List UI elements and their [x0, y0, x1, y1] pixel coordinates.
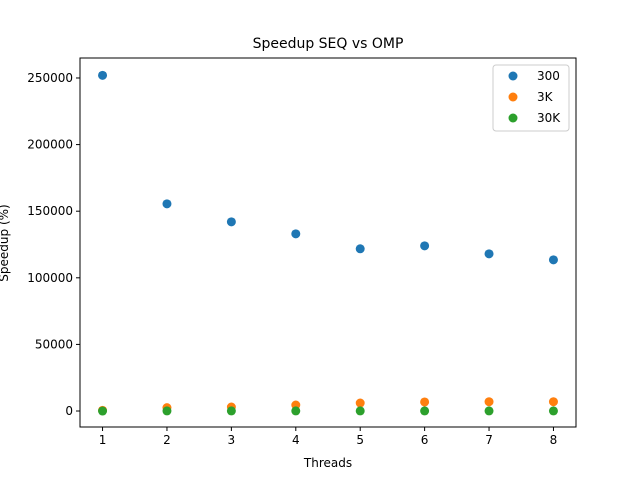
series-30K: [98, 406, 558, 416]
data-point: [291, 229, 301, 239]
data-point: [420, 397, 430, 407]
x-axis-label: Threads: [303, 456, 352, 470]
x-tick-label: 5: [356, 433, 364, 447]
y-tick-label: 250000: [27, 71, 73, 85]
x-tick-label: 2: [163, 433, 171, 447]
legend-label: 3K: [537, 90, 554, 104]
x-axis: 1 2 3 4 5 6 7 8: [99, 427, 558, 447]
plot-frame: [79, 57, 577, 428]
data-point: [355, 398, 365, 408]
data-point: [484, 406, 494, 416]
legend-label: 300: [537, 69, 560, 83]
legend-marker: [508, 71, 518, 81]
y-tick-label: 50000: [35, 337, 73, 351]
data-point: [98, 406, 108, 416]
data-point: [548, 255, 558, 265]
series-300: [98, 70, 558, 265]
x-tick-label: 3: [228, 433, 236, 447]
data-point: [420, 406, 430, 416]
x-tick-label: 6: [421, 433, 429, 447]
y-tick-label: 150000: [27, 204, 73, 218]
data-point: [548, 406, 558, 416]
x-tick-label: 7: [485, 433, 493, 447]
x-tick-label: 1: [99, 433, 107, 447]
data-point: [355, 406, 365, 416]
y-tick-label: 200000: [27, 138, 73, 152]
data-point: [548, 397, 558, 407]
data-point: [162, 406, 172, 416]
y-axis: 0 50000 100000 150000 200000 250000: [27, 71, 80, 418]
data-point: [98, 70, 108, 80]
legend-marker: [508, 92, 518, 102]
data-points: [98, 70, 558, 416]
x-tick-label: 4: [292, 433, 300, 447]
legend-marker: [508, 113, 518, 123]
data-point: [162, 199, 172, 209]
data-point: [226, 217, 236, 227]
data-point: [484, 397, 494, 407]
data-point: [484, 249, 494, 259]
data-point: [420, 241, 430, 251]
data-point: [226, 406, 236, 416]
data-point: [355, 244, 365, 254]
y-axis-label: Speedup (%): [0, 204, 11, 281]
y-tick-label: 0: [65, 404, 73, 418]
legend-label: 30K: [537, 111, 561, 125]
chart-title: Speedup SEQ vs OMP: [253, 36, 404, 52]
y-tick-label: 100000: [27, 271, 73, 285]
legend: 300 3K 30K: [492, 64, 570, 132]
data-point: [291, 406, 301, 416]
x-tick-label: 8: [550, 433, 558, 447]
